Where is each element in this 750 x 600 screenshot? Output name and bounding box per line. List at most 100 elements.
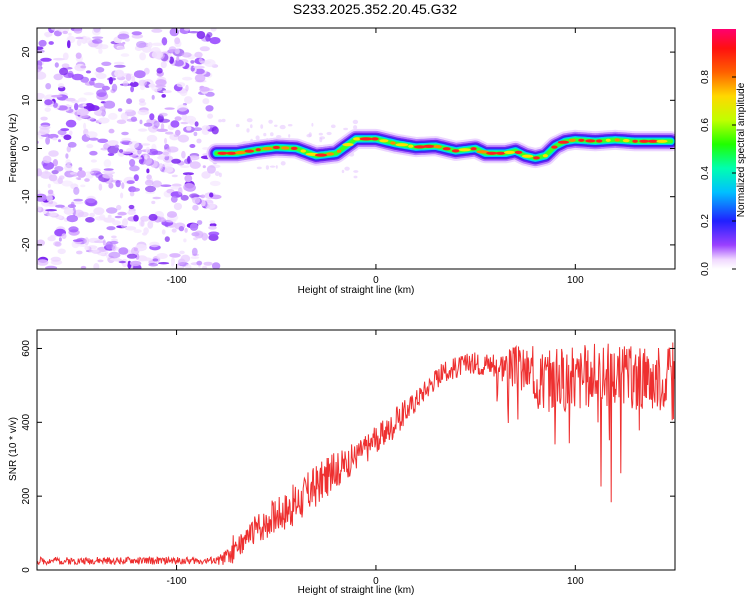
noise-blob bbox=[96, 89, 107, 97]
spectrogram-ylabel: Frequency (Hz) bbox=[8, 114, 19, 183]
ridge-hotspot bbox=[272, 145, 280, 150]
ridge-hotspot bbox=[226, 151, 237, 155]
ridge-hotspot bbox=[622, 139, 630, 143]
noise-blob bbox=[156, 67, 163, 74]
ridge-band bbox=[206, 128, 675, 169]
snr-ticks: -100 0 100 0 200 400 600 bbox=[21, 330, 675, 587]
noise-blob bbox=[45, 34, 50, 38]
noise-blob bbox=[95, 110, 106, 117]
noise-blob bbox=[54, 166, 64, 172]
noise-blob bbox=[211, 126, 219, 135]
noise-blob bbox=[199, 46, 210, 52]
noise-blob bbox=[210, 28, 217, 32]
noise-blob bbox=[58, 83, 65, 89]
noise-blob bbox=[95, 172, 103, 179]
noise-blob bbox=[174, 37, 181, 45]
noise-blob bbox=[98, 48, 103, 54]
noise-blob bbox=[187, 155, 191, 164]
ridge-hotspot bbox=[281, 146, 290, 150]
noise-blob bbox=[95, 67, 105, 73]
noise-blob bbox=[37, 92, 45, 100]
noise-blob bbox=[280, 161, 286, 166]
y-tick-label: -20 bbox=[21, 237, 32, 252]
noise-blob bbox=[123, 113, 128, 117]
noise-blob bbox=[138, 79, 147, 87]
x-tick-label: -100 bbox=[167, 576, 187, 587]
noise-blob bbox=[147, 220, 154, 229]
noise-blob bbox=[114, 144, 120, 149]
noise-blob bbox=[114, 69, 125, 78]
noise-blob bbox=[196, 31, 206, 39]
snr-series-line bbox=[37, 342, 675, 566]
noise-blob bbox=[205, 91, 215, 97]
noise-blob bbox=[65, 153, 69, 159]
noise-blob bbox=[185, 84, 189, 92]
noise-blob bbox=[184, 174, 193, 183]
noise-blob bbox=[209, 220, 216, 224]
y-tick-label: 20 bbox=[21, 46, 32, 58]
noise-blob bbox=[182, 76, 193, 81]
noise-blob bbox=[73, 186, 80, 195]
noise-blob bbox=[117, 46, 125, 50]
noise-blob bbox=[63, 134, 72, 141]
noise-blob bbox=[194, 121, 199, 127]
noise-blob bbox=[160, 184, 172, 187]
noise-blob bbox=[67, 40, 71, 49]
noise-blob bbox=[164, 107, 175, 110]
ridge-hotspot bbox=[514, 150, 523, 154]
noise-blob bbox=[113, 64, 126, 68]
noise-blob bbox=[103, 168, 114, 171]
noise-blob bbox=[42, 155, 52, 164]
noise-blob bbox=[183, 183, 196, 192]
noise-blob bbox=[135, 244, 147, 252]
noise-blob bbox=[122, 41, 126, 45]
colorbar-tick-label: 0.4 bbox=[700, 166, 711, 180]
noise-blob bbox=[118, 260, 127, 264]
noise-blob bbox=[94, 240, 106, 244]
colorbar: 0.0 0.2 0.4 0.6 0.8 Normalized spectral ampl… bbox=[700, 29, 747, 276]
noise-blob bbox=[161, 94, 166, 98]
ridge-hotspot bbox=[458, 148, 471, 152]
noise-blob bbox=[107, 140, 119, 146]
noise-blob bbox=[194, 51, 203, 58]
noise-blob bbox=[101, 85, 110, 91]
noise-blob bbox=[181, 52, 192, 58]
noise-blob bbox=[65, 119, 77, 128]
noise-blob bbox=[45, 209, 57, 212]
noise-blob bbox=[204, 202, 216, 209]
noise-blob bbox=[218, 119, 223, 123]
noise-blob bbox=[160, 123, 165, 131]
noise-blob bbox=[180, 194, 189, 201]
noise-blob bbox=[206, 31, 213, 38]
noise-blob bbox=[319, 137, 323, 143]
noise-blob bbox=[131, 31, 142, 36]
colorbar-tick-label: 0.0 bbox=[700, 262, 711, 276]
noise-blob bbox=[178, 226, 185, 232]
ridge-hotspot bbox=[486, 151, 498, 155]
noise-blob bbox=[98, 117, 110, 124]
noise-blob bbox=[166, 146, 179, 153]
noise-blob bbox=[311, 122, 314, 127]
noise-blob bbox=[196, 220, 203, 225]
noise-blob bbox=[270, 132, 274, 137]
noise-blob bbox=[120, 53, 130, 57]
noise-blob bbox=[84, 245, 90, 251]
noise-blob bbox=[221, 118, 226, 123]
noise-blob bbox=[174, 116, 182, 121]
noise-blob bbox=[155, 79, 167, 86]
noise-blob bbox=[84, 237, 90, 246]
noise-blob bbox=[40, 57, 52, 62]
noise-blob bbox=[108, 182, 114, 189]
noise-blob bbox=[121, 131, 129, 136]
noise-blob bbox=[175, 265, 185, 269]
noise-blob bbox=[173, 59, 185, 67]
noise-blob bbox=[73, 198, 84, 202]
noise-blob bbox=[106, 207, 118, 214]
noise-blob bbox=[80, 65, 87, 69]
ridge-hotspot bbox=[433, 145, 442, 149]
noise-blob bbox=[89, 79, 95, 86]
noise-blob bbox=[186, 126, 192, 131]
noise-blob bbox=[152, 258, 159, 262]
noise-blob bbox=[52, 137, 58, 141]
